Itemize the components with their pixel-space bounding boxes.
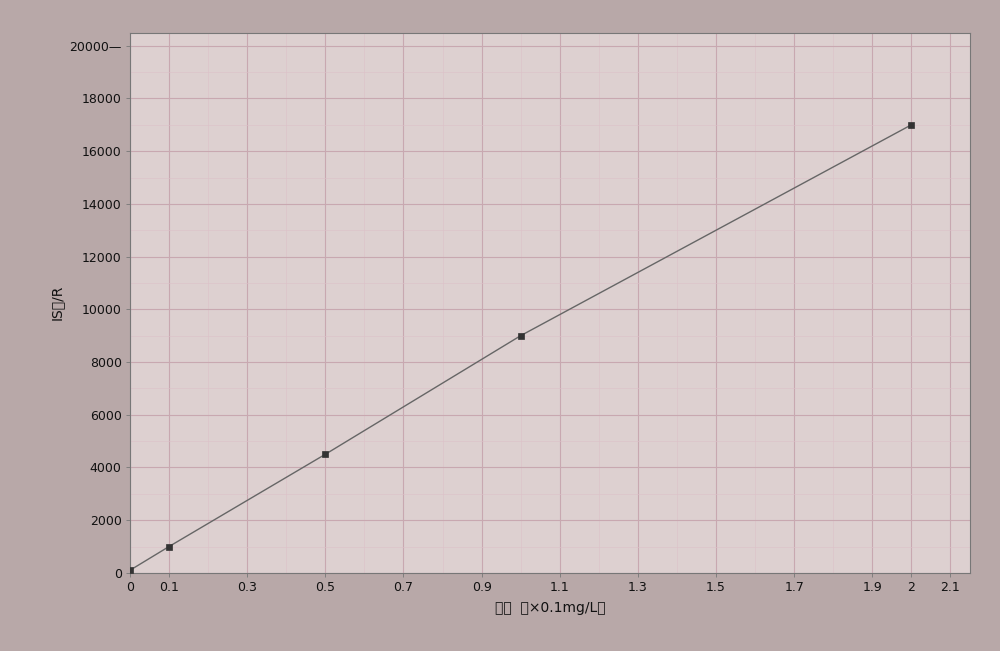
X-axis label: 浓度  （×0.1mg/L）: 浓度 （×0.1mg/L）: [495, 601, 605, 615]
Y-axis label: IS値/R: IS値/R: [50, 285, 64, 320]
